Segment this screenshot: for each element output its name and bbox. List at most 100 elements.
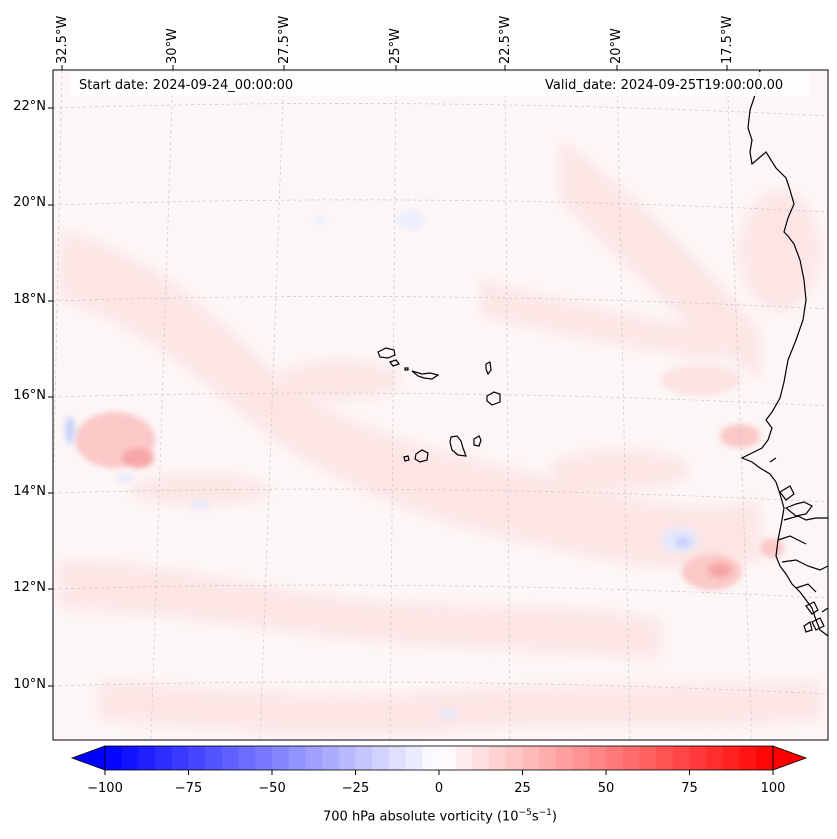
lat-label-20n: 20°N bbox=[13, 195, 46, 210]
colorbar-tick-label: 50 bbox=[597, 781, 615, 796]
colorbar-step bbox=[672, 746, 690, 770]
vorticity-min bbox=[675, 536, 691, 548]
colorbar-step bbox=[489, 746, 507, 770]
colorbar-step bbox=[706, 746, 724, 770]
vorticity-band bbox=[60, 560, 660, 660]
colorbar-step bbox=[138, 746, 156, 770]
vorticity-min bbox=[65, 416, 75, 444]
island-santa-luzia bbox=[404, 367, 409, 371]
colorbar-step bbox=[422, 746, 440, 770]
vorticity-max bbox=[708, 562, 732, 578]
colorbar-step bbox=[372, 746, 390, 770]
colorbar-step bbox=[505, 746, 523, 770]
colorbar-title: 700 hPa absolute vorticity (10−5s−1) bbox=[0, 808, 837, 824]
vorticity-field bbox=[53, 70, 828, 740]
island-santiago bbox=[449, 435, 467, 457]
colorbar-step bbox=[105, 746, 123, 770]
vorticity-min bbox=[117, 474, 133, 482]
colorbar-step bbox=[756, 746, 774, 770]
colorbar bbox=[70, 745, 808, 775]
lat-ticks bbox=[48, 107, 53, 687]
colorbar-tick-label: −75 bbox=[174, 781, 203, 796]
vorticity-band bbox=[560, 140, 760, 380]
colorbar-step bbox=[639, 746, 657, 770]
colorbar-step bbox=[439, 746, 457, 770]
vorticity-max bbox=[760, 538, 784, 558]
colorbar-step bbox=[539, 746, 557, 770]
colorbar-high-extend bbox=[772, 745, 808, 771]
colorbar-step bbox=[606, 746, 624, 770]
lat-label-22n: 22°N bbox=[13, 99, 46, 114]
vorticity-min bbox=[396, 210, 424, 230]
lat-label-16n: 16°N bbox=[13, 388, 46, 403]
colorbar-step bbox=[472, 746, 490, 770]
colorbar-tick-label: 100 bbox=[760, 781, 786, 796]
colorbar-low-extend bbox=[70, 745, 106, 771]
colorbar-step bbox=[522, 746, 540, 770]
colorbar-tick-label: 0 bbox=[434, 781, 444, 796]
graticule bbox=[53, 70, 828, 740]
vorticity-band bbox=[100, 680, 820, 735]
vorticity-max bbox=[720, 424, 760, 448]
colorbar-step bbox=[255, 746, 273, 770]
colorbar-step bbox=[739, 746, 757, 770]
colorbar-title-unit-exponent: −1 bbox=[538, 808, 552, 818]
lon-label-20w: 20°W bbox=[609, 28, 624, 64]
colorbar-tick-label: −100 bbox=[87, 781, 123, 796]
africa-coastline bbox=[740, 70, 828, 637]
lon-label-30w: 30°W bbox=[165, 28, 180, 64]
colorbar-step bbox=[405, 746, 423, 770]
colorbar-step bbox=[689, 746, 707, 770]
colorbar-steps bbox=[105, 746, 774, 770]
vorticity-max bbox=[122, 448, 154, 468]
lon-label-27-5w: 27.5°W bbox=[277, 15, 292, 64]
vorticity-min bbox=[190, 501, 210, 509]
vorticity-patch bbox=[130, 474, 270, 506]
colorbar-step bbox=[288, 746, 306, 770]
colorbar-step bbox=[622, 746, 640, 770]
lon-ticks bbox=[61, 65, 728, 70]
colorbar-title-unit: s bbox=[531, 809, 539, 825]
colorbar-step bbox=[589, 746, 607, 770]
colorbar-step bbox=[572, 746, 590, 770]
island-boa-vista bbox=[486, 391, 501, 406]
island-fogo bbox=[414, 449, 429, 463]
island-sao-nicolau bbox=[411, 370, 440, 380]
vorticity-patch bbox=[550, 450, 690, 490]
colorbar-step bbox=[155, 746, 173, 770]
colorbar-step bbox=[305, 746, 323, 770]
colorbar-tick-label: −50 bbox=[258, 781, 286, 796]
valid-date-label: Valid_date: 2024-09-25T19:00:00.00 bbox=[545, 78, 784, 93]
colorbar-step bbox=[656, 746, 674, 770]
colorbar-title-close: ) bbox=[551, 809, 557, 825]
island-brava bbox=[403, 455, 410, 462]
vorticity-min bbox=[438, 710, 458, 718]
lat-label-14n: 14°N bbox=[13, 484, 46, 499]
colorbar-step bbox=[555, 746, 574, 770]
island-sao-vicente bbox=[389, 359, 400, 367]
colorbar-step bbox=[171, 746, 189, 770]
lon-label-17-5w: 17.5°W bbox=[720, 15, 735, 64]
colorbar-tick-label: −25 bbox=[341, 781, 370, 796]
colorbar-step bbox=[272, 746, 290, 770]
lon-label-22-5w: 22.5°W bbox=[498, 15, 513, 64]
colorbar-step bbox=[188, 746, 206, 770]
cape-verde-islands bbox=[377, 347, 501, 463]
lon-label-25w: 25°W bbox=[388, 28, 403, 64]
island-santo-antao bbox=[377, 347, 396, 359]
colorbar-ticks bbox=[104, 770, 774, 775]
lat-label-10n: 10°N bbox=[13, 677, 46, 692]
vorticity-max bbox=[660, 364, 740, 396]
colorbar-step bbox=[205, 746, 223, 770]
start-date-label: Start date: 2024-09-24_00:00:00 bbox=[79, 78, 294, 93]
colorbar-step bbox=[388, 746, 407, 770]
island-sal bbox=[485, 361, 492, 376]
lat-label-18n: 18°N bbox=[13, 292, 46, 307]
colorbar-step bbox=[322, 746, 340, 770]
vorticity-patch bbox=[740, 190, 820, 310]
vorticity-min bbox=[312, 216, 328, 224]
colorbar-tick-label: 25 bbox=[514, 781, 531, 796]
colorbar-step bbox=[455, 746, 473, 770]
lon-label-32-5w: 32.5°W bbox=[55, 15, 70, 64]
